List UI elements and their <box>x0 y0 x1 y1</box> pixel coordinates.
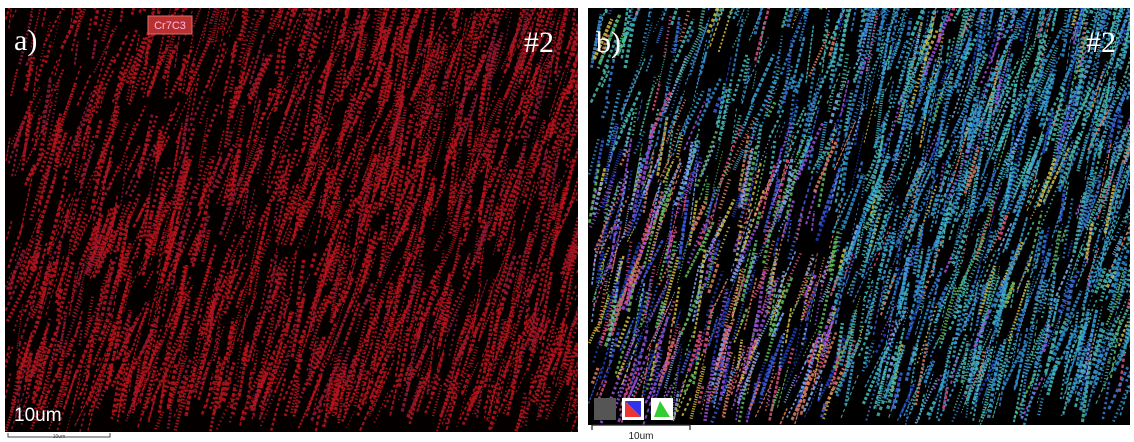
texture <box>1093 0 1111 8</box>
texture <box>820 0 832 9</box>
texture <box>826 0 851 9</box>
texture <box>577 253 587 273</box>
texture <box>255 0 267 8</box>
texture <box>578 415 583 429</box>
figure: a) #2 Cr7C3 10um 10um b) #2 10um <box>0 0 1134 442</box>
texture <box>381 225 383 240</box>
texture <box>886 0 891 9</box>
texture <box>346 0 360 9</box>
sample-id: #2 <box>524 26 554 59</box>
icon <box>594 398 616 420</box>
texture <box>1130 329 1134 347</box>
texture <box>553 0 562 9</box>
panel-label: b) <box>596 26 621 59</box>
texture <box>1129 272 1134 293</box>
texture <box>416 0 426 9</box>
texture <box>521 0 524 9</box>
texture <box>1130 355 1134 391</box>
scale-bar-label: 10um <box>628 431 653 442</box>
page: a) #2 Cr7C3 10um 10um b) #2 10um (() => … <box>0 0 1134 442</box>
texture <box>853 0 862 9</box>
texture <box>1130 38 1134 94</box>
texture <box>366 0 376 8</box>
phase-tag: Cr7C3 <box>154 20 186 32</box>
scale-bar <box>592 425 690 430</box>
texture <box>329 0 348 9</box>
texture <box>296 0 299 9</box>
texture <box>272 0 280 8</box>
texture <box>985 0 995 9</box>
texture <box>893 0 912 8</box>
texture <box>94 0 114 9</box>
texture <box>912 0 924 8</box>
texture <box>885 0 893 9</box>
texture <box>504 0 508 9</box>
texture <box>1130 202 1134 244</box>
panel-label: a) <box>14 24 37 57</box>
texture <box>1117 0 1130 9</box>
sample-id: #2 <box>1086 26 1116 59</box>
scale-caption: 10um <box>53 434 66 440</box>
texture <box>333 0 356 9</box>
scale-bar-label: 10um <box>14 405 62 426</box>
texture <box>576 46 589 88</box>
texture <box>1014 0 1019 9</box>
texture <box>911 0 921 8</box>
texture <box>552 0 563 9</box>
texture <box>905 0 924 8</box>
